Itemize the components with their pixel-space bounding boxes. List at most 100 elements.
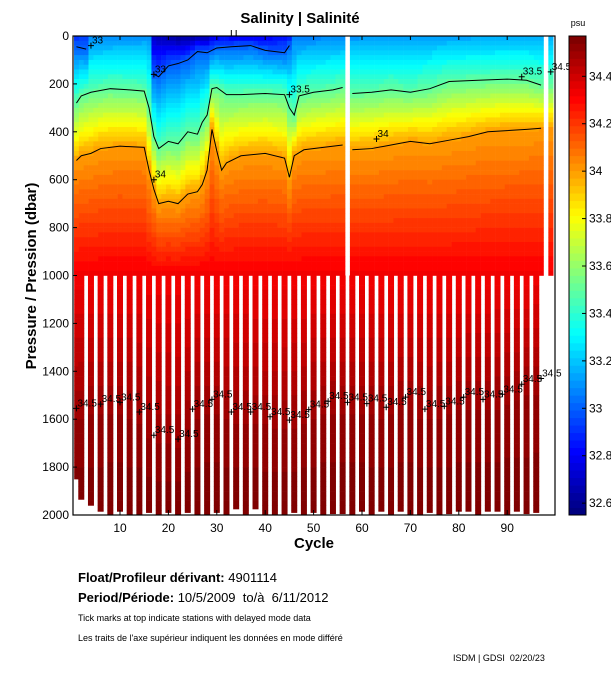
salinity-cell xyxy=(243,88,249,94)
salinity-cell xyxy=(461,237,467,243)
deep-profile-cell xyxy=(87,457,94,463)
salinity-cell xyxy=(480,112,486,118)
salinity-cell xyxy=(296,127,302,133)
salinity-cell xyxy=(277,189,283,195)
salinity-cell xyxy=(180,122,186,128)
salinity-cell xyxy=(490,59,496,66)
salinity-cell xyxy=(538,83,544,89)
salinity-cell xyxy=(93,131,99,137)
salinity-cell xyxy=(161,246,167,252)
salinity-cell xyxy=(412,83,418,89)
salinity-cell xyxy=(74,59,80,66)
salinity-cell xyxy=(480,64,486,70)
salinity-cell xyxy=(451,194,457,200)
salinity-cell xyxy=(316,50,322,56)
salinity-cell xyxy=(204,155,210,161)
salinity-cell xyxy=(349,131,356,137)
salinity-cell xyxy=(291,93,297,99)
salinity-cell xyxy=(78,179,84,185)
salinity-cell xyxy=(432,36,438,42)
salinity-cell xyxy=(170,150,176,157)
salinity-cell xyxy=(340,79,346,85)
salinity-cell xyxy=(165,64,172,70)
salinity-cell xyxy=(83,165,89,171)
salinity-cell xyxy=(340,141,346,147)
salinity-cell xyxy=(378,203,385,209)
salinity-cell xyxy=(490,184,496,190)
salinity-cell xyxy=(195,265,201,272)
salinity-cell xyxy=(519,69,525,75)
salinity-cell xyxy=(461,50,467,56)
salinity-cell xyxy=(233,79,239,85)
salinity-cell xyxy=(74,150,80,157)
salinity-cell xyxy=(451,213,457,219)
salinity-cell xyxy=(262,88,268,94)
salinity-cell xyxy=(117,160,123,166)
salinity-cell xyxy=(165,79,172,85)
salinity-cell xyxy=(403,218,409,224)
salinity-cell xyxy=(470,222,477,228)
salinity-cell xyxy=(456,55,462,61)
salinity-cell xyxy=(466,265,472,272)
salinity-cell xyxy=(533,50,539,56)
salinity-cell xyxy=(88,237,94,243)
salinity-cell xyxy=(88,218,94,224)
salinity-cell xyxy=(427,122,433,128)
salinity-cell xyxy=(519,64,525,70)
salinity-cell xyxy=(117,208,123,214)
salinity-cell xyxy=(233,88,239,94)
salinity-cell xyxy=(214,246,220,252)
salinity-cell xyxy=(378,265,385,272)
salinity-cell xyxy=(170,69,176,75)
salinity-cell xyxy=(209,198,215,204)
salinity-cell xyxy=(528,155,535,161)
salinity-cell xyxy=(475,270,481,276)
deep-profile-cell xyxy=(74,471,79,477)
salinity-cell xyxy=(504,131,510,137)
salinity-cell xyxy=(286,107,293,113)
salinity-cell xyxy=(359,112,365,118)
salinity-cell xyxy=(446,107,452,113)
salinity-cell xyxy=(349,127,356,133)
salinity-cell xyxy=(170,203,176,209)
salinity-cell xyxy=(224,103,230,109)
salinity-cell xyxy=(330,74,336,80)
salinity-cell xyxy=(165,141,172,147)
salinity-cell xyxy=(432,88,438,94)
salinity-cell xyxy=(383,213,389,219)
salinity-cell xyxy=(466,122,472,128)
salinity-cell xyxy=(335,203,341,209)
salinity-cell xyxy=(427,256,433,262)
salinity-cell xyxy=(151,256,157,262)
salinity-cell xyxy=(548,107,554,113)
salinity-cell xyxy=(451,232,457,238)
salinity-cell xyxy=(456,198,462,204)
salinity-cell xyxy=(528,150,535,157)
salinity-cell xyxy=(78,174,84,180)
salinity-cell xyxy=(190,141,196,147)
salinity-cell xyxy=(359,136,365,142)
salinity-cell xyxy=(330,208,336,214)
salinity-cell xyxy=(509,127,515,133)
salinity-cell xyxy=(475,79,481,85)
salinity-cell xyxy=(480,45,486,51)
salinity-cell xyxy=(441,55,447,61)
salinity-cell xyxy=(146,218,152,224)
salinity-cell xyxy=(112,50,118,56)
salinity-cell xyxy=(398,122,404,128)
deep-profile-cell xyxy=(78,275,85,281)
salinity-cell xyxy=(480,103,486,109)
salinity-cell xyxy=(475,261,481,267)
salinity-cell xyxy=(364,50,370,56)
salinity-cell xyxy=(257,208,264,214)
salinity-cell xyxy=(243,74,249,80)
salinity-cell xyxy=(301,189,307,195)
salinity-cell xyxy=(306,222,312,228)
salinity-cell xyxy=(277,265,283,272)
salinity-cell xyxy=(107,141,114,147)
salinity-cell xyxy=(161,218,167,224)
salinity-cell xyxy=(228,59,235,66)
salinity-cell xyxy=(548,146,554,152)
salinity-cell xyxy=(301,194,307,200)
salinity-cell xyxy=(495,122,501,128)
